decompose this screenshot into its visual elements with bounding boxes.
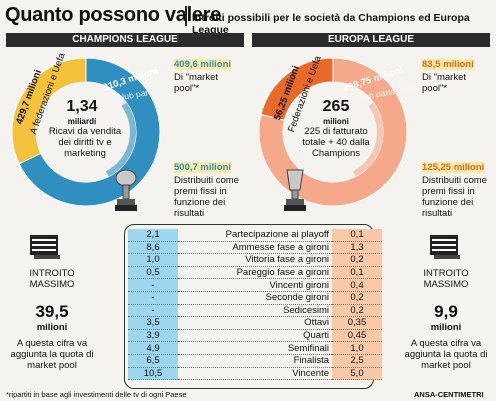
money-stack-icon xyxy=(30,235,60,259)
el-max-note: A questa cifra va aggiunta la quota di m… xyxy=(404,338,488,371)
row-label: Sedicesimi xyxy=(178,304,332,318)
el-value: 2,5 xyxy=(332,354,382,368)
row-label: Vittoria fase a gironi xyxy=(178,253,332,267)
el-center-unit: milioni xyxy=(323,117,349,126)
table-row: 4,9 Semifinali 1,0 xyxy=(128,341,382,355)
el-market-text: Di "market pool"* xyxy=(422,72,467,94)
cl-market-text: Di "market pool"* xyxy=(174,72,219,94)
cl-max-label: INTROITO MASSIMO xyxy=(29,268,75,290)
el-value: 1,3 xyxy=(332,241,382,255)
el-fixed-value: 125,25 milioni xyxy=(422,162,485,173)
table-row: 3,5 Ottavi 0,35 xyxy=(128,316,382,330)
cl-market-value: 409,6 milioni xyxy=(174,59,232,70)
el-value: 0,35 xyxy=(332,316,382,330)
cl-center-text: Ricavi da vendita dei diritti tv e marke… xyxy=(48,126,122,159)
cl-fixed-value: 500,7 milioni xyxy=(174,162,232,173)
cl-center-unit: miliardi xyxy=(67,117,97,126)
el-max-value: 9,9 xyxy=(434,302,458,321)
el-center-text-2: totale + 40 dalla xyxy=(302,137,370,148)
cl-value: 4,9 xyxy=(128,341,178,355)
page-title: Quanto possono valere xyxy=(5,4,221,26)
row-label: Vincente xyxy=(178,367,332,381)
el-value: 0,1 xyxy=(332,229,382,242)
el-value: 0,2 xyxy=(332,291,382,305)
champions-header: CHAMPIONS LEAGUE xyxy=(6,33,244,47)
trophy-icon xyxy=(284,169,306,211)
trophy-icon xyxy=(115,169,137,211)
row-label: Ottavi xyxy=(178,316,332,330)
row-label: Finalista xyxy=(178,354,332,368)
cl-value: 3,9 xyxy=(128,329,178,343)
el-center-text-1: 225 di fatturato xyxy=(304,126,368,137)
credit: ANSA-CENTIMETRI xyxy=(414,390,484,399)
el-fixed-text: Distribuiti come premi fissi in funzione… xyxy=(422,175,487,219)
table-row: 10,5 Vincente 5,0 xyxy=(128,367,382,381)
cl-value: 6,5 xyxy=(128,354,178,368)
cl-value: 8,6 xyxy=(128,241,178,255)
cl-value: 3,5 xyxy=(128,316,178,330)
el-max-unit: milioni xyxy=(430,322,462,333)
el-value: 0,45 xyxy=(332,329,382,343)
title-divider xyxy=(185,6,187,26)
row-label: Ammesse fase a gironi xyxy=(178,241,332,255)
cl-max-unit: milioni xyxy=(36,322,68,333)
donut-inner-arc xyxy=(352,102,383,177)
table-row: - Seconde gironi 0,2 xyxy=(128,291,382,305)
cl-value: 1,0 xyxy=(128,253,178,267)
table-row: 3,9 Quarti 0,45 xyxy=(128,329,382,343)
row-label: Semifinali xyxy=(178,341,332,355)
table-row: 0,5 Pareggio fase a gironi 0,1 xyxy=(128,266,382,280)
cl-value: - xyxy=(128,291,178,305)
footnote: *ripartiti in base agli investimenti del… xyxy=(6,390,187,399)
champions-donut xyxy=(11,57,161,207)
cl-center-value: 1,34 xyxy=(66,98,98,115)
cl-fixed-text: Distribuiti come premi fissi in funzione… xyxy=(174,175,239,219)
prize-table: 2,1 Partecipazione ai playoff 0,1 8,6 Ammess… xyxy=(128,229,382,381)
el-market-value: 83,5 milioni xyxy=(422,59,474,70)
el-center-value: 265 xyxy=(322,98,350,115)
money-stack-icon xyxy=(430,235,460,259)
table-row: 6,5 Finalista 2,5 xyxy=(128,354,382,368)
cl-value: - xyxy=(128,304,178,318)
donut-inner-arc xyxy=(105,102,136,177)
cl-value: 10,5 xyxy=(128,367,178,381)
row-label: Vincenti gironi xyxy=(178,278,332,292)
table-row: - Vincenti gironi 0,4 xyxy=(128,278,382,292)
el-center-text-3: Champions xyxy=(311,148,361,159)
row-label: Partecipazione ai playoff xyxy=(178,229,332,242)
row-label: Quarti xyxy=(178,329,332,343)
table-row: 1,0 Vittoria fase a gironi 0,2 xyxy=(128,253,382,267)
europa-donut xyxy=(258,57,408,207)
el-max-label: INTROITO MASSIMO xyxy=(423,268,469,290)
cl-value: 0,5 xyxy=(128,266,178,280)
cl-value: - xyxy=(128,278,178,292)
el-value: 0,4 xyxy=(332,278,382,292)
table-row: 8,6 Ammesse fase a gironi 1,3 xyxy=(128,241,382,255)
donut-center xyxy=(36,82,136,182)
table-row: 2,1 Partecipazione ai playoff 0,1 xyxy=(128,229,382,242)
table-row: - Sedicesimi 0,2 xyxy=(128,304,382,318)
el-value: 5,0 xyxy=(332,367,382,381)
el-value: 0,2 xyxy=(332,253,382,267)
el-value: 0,2 xyxy=(332,304,382,318)
el-value: 0,1 xyxy=(332,266,382,280)
europa-header: EUROPA LEAGUE xyxy=(252,33,490,47)
el-value: 1,0 xyxy=(332,341,382,355)
cl-value: 2,1 xyxy=(128,229,178,242)
row-label: Seconde gironi xyxy=(178,291,332,305)
row-label: Pareggio fase a gironi xyxy=(178,266,332,280)
cl-max-value: 39,5 xyxy=(35,302,69,321)
donut-center xyxy=(283,82,383,182)
cl-max-note: A questa cifra va aggiunta la quota di m… xyxy=(10,338,94,371)
